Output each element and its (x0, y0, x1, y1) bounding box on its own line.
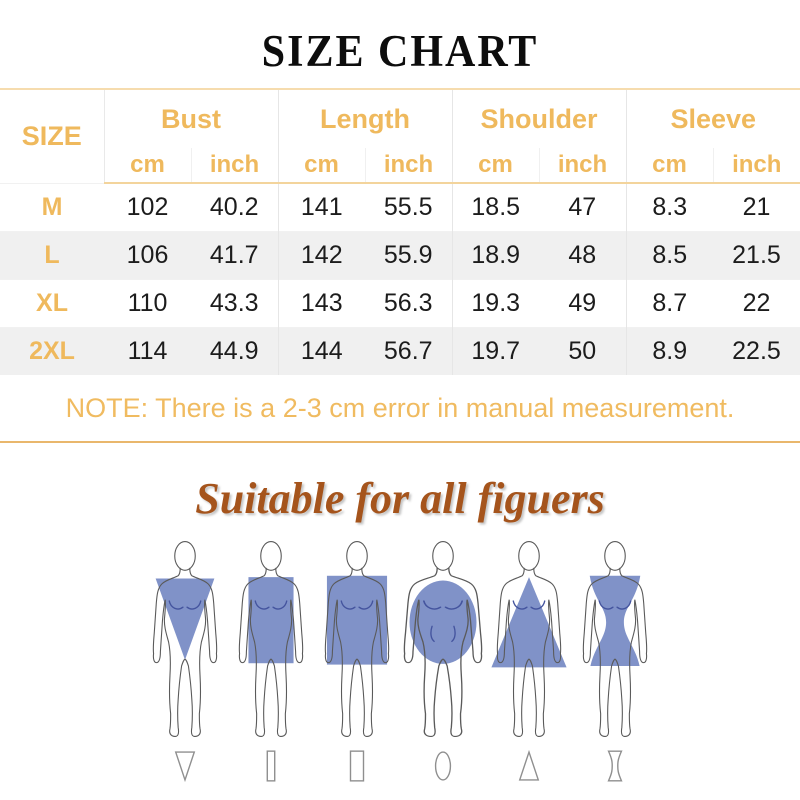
cell: 22 (742, 288, 771, 317)
size-column-header: SIZE (0, 89, 105, 183)
cell: 44.9 (209, 336, 259, 365)
unit-label: inch (364, 148, 452, 184)
figure-triangle (488, 536, 570, 784)
unit-label: cm (277, 148, 365, 184)
table-row-xl: XL 110 43.3 143 56.3 19.3 49 8.7 22 (0, 279, 800, 327)
cell: 18.9 (451, 231, 539, 279)
cell: 110 (127, 288, 168, 317)
body-triangle-illustration (491, 541, 567, 744)
figure-inverted-triangle (144, 536, 226, 784)
unit-label: cm (104, 148, 191, 184)
body-rectangle-illustration (230, 541, 312, 744)
cell: 21.5 (732, 240, 781, 269)
body-inverted-triangle-illustration (144, 541, 226, 744)
group-header-shoulder: Shoulder (451, 89, 626, 148)
cell: 41.7 (209, 240, 259, 269)
cell: 19.3 (451, 279, 539, 327)
cell: 102 (126, 192, 169, 221)
cell: 40.2 (209, 192, 259, 221)
cell: 55.9 (383, 240, 433, 269)
cell: 8.9 (625, 327, 713, 375)
cell: 56.3 (383, 288, 433, 317)
cell: 144 (277, 327, 365, 375)
group-header-sleeve: Sleeve (625, 89, 800, 148)
size-value: 2XL (29, 336, 75, 365)
unit-label: cm (625, 148, 713, 184)
size-value: L (44, 240, 60, 269)
group-header-bust: Bust (161, 103, 221, 134)
figures-row (0, 536, 800, 784)
table-row-2xl: 2XL 114 44.9 144 56.7 19.7 50 8.9 22.5 (0, 327, 800, 375)
cell: 48 (568, 240, 597, 269)
cell: 43.3 (209, 288, 259, 317)
cell: 49 (568, 288, 597, 317)
cell: 55.5 (383, 192, 433, 221)
figures-heading: Suitable for all figuers (195, 474, 605, 523)
group-header-row: SIZE Bust Length Shoulder Sleeve (0, 89, 800, 183)
unit-label: inch (712, 148, 800, 184)
body-wide-rectangle-illustration (316, 541, 398, 744)
unit-label: inch (190, 148, 278, 184)
unit-label: cm (451, 148, 539, 184)
triangle-icon (518, 749, 540, 781)
cell: 18.5 (451, 183, 539, 231)
cell: 8.3 (625, 183, 713, 231)
oval-icon (434, 751, 452, 781)
table-row-m: M 102 40.2 141 55.5 18.5 47 8.3 21 (0, 183, 800, 231)
figure-wide-rectangle (316, 536, 398, 784)
table-row-l: L 106 41.7 142 55.9 18.9 48 8.5 21.5 (0, 231, 800, 279)
cell: 8.5 (625, 231, 713, 279)
cell: 8.7 (625, 279, 713, 327)
cell: 22.5 (732, 336, 781, 365)
cell: 106 (126, 240, 169, 269)
hourglass-icon (607, 750, 623, 782)
cell: 141 (277, 183, 365, 231)
size-table: SIZE Bust Length Shoulder Sleeve cm inch… (0, 88, 800, 375)
cell: 142 (277, 231, 365, 279)
inverted-triangle-icon (174, 751, 196, 783)
body-hourglass-illustration (574, 541, 656, 744)
figure-oval (402, 536, 484, 784)
cell: 114 (127, 336, 168, 365)
group-header-length: Length (277, 89, 452, 148)
unit-label: inch (538, 148, 626, 184)
cell: 143 (277, 279, 365, 327)
figure-rectangle (230, 536, 312, 784)
wide-rectangle-icon (349, 750, 365, 782)
rectangle-icon (266, 750, 276, 782)
cell: 21 (742, 192, 771, 221)
cell: 56.7 (383, 336, 433, 365)
page-title: SIZE CHART (261, 27, 539, 77)
cell: 47 (568, 192, 597, 221)
cell: 50 (568, 336, 597, 365)
body-oval-illustration (402, 541, 484, 744)
figure-hourglass (574, 536, 656, 784)
size-value: XL (36, 288, 68, 317)
cell: 19.7 (451, 327, 539, 375)
size-value: M (41, 192, 63, 221)
measurement-note: NOTE: There is a 2-3 cm error in manual … (0, 375, 800, 443)
unit-header-row: cm inch cm inch cm inch cm inch (0, 148, 800, 184)
